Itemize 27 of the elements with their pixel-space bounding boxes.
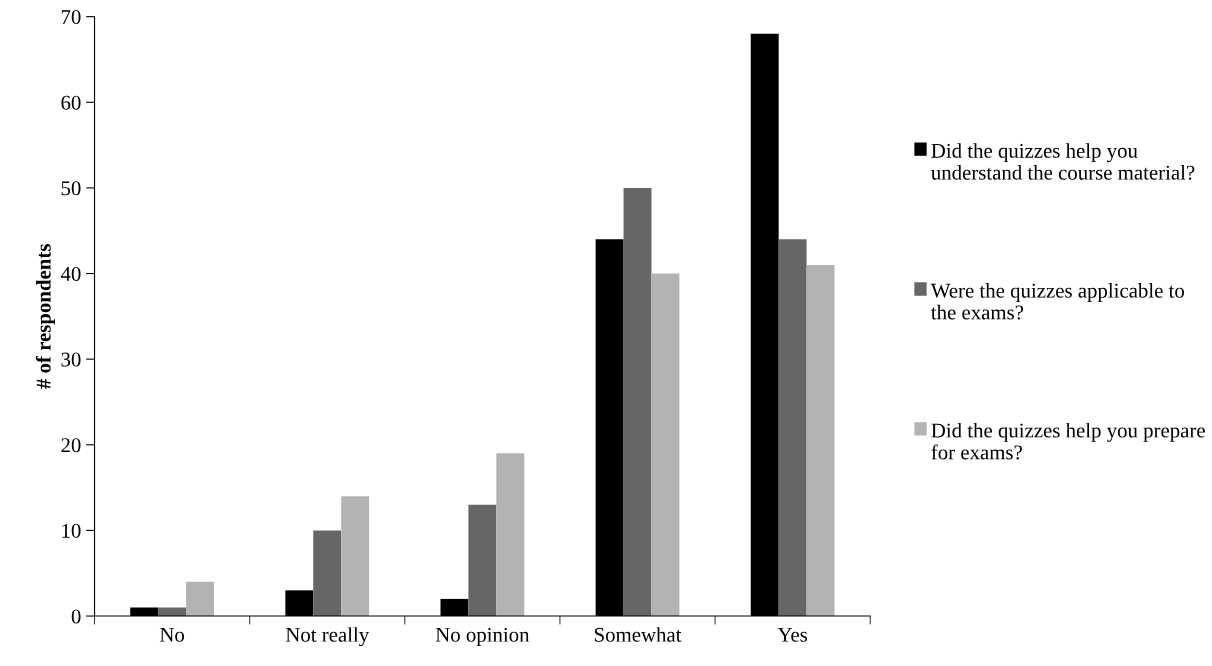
x-tick-label: Somewhat <box>594 627 682 642</box>
legend-label: Did the quizzes help you prepare for exams? <box>931 422 1205 460</box>
y-axis-title: # of respondents <box>35 244 55 389</box>
bar <box>496 453 525 617</box>
bar <box>158 607 187 617</box>
bar <box>341 496 370 617</box>
y-tick-label: 60 <box>61 95 81 110</box>
y-tick-label: 50 <box>61 181 81 196</box>
y-tick-label: 40 <box>60 266 81 281</box>
y-tick-label: 0 <box>71 609 81 624</box>
y-tick-label: 10 <box>62 523 81 538</box>
x-tick-label: Not really <box>285 627 370 647</box>
y-tick-label: 20 <box>61 438 81 453</box>
x-tick-label: No opinion <box>435 627 530 647</box>
y-tick-label: 70 <box>61 10 81 25</box>
bar <box>623 187 652 617</box>
legend-label: Were the quizzes applicable to the exams? <box>930 283 1185 320</box>
legend-label: Did the quizzes help you understand the course material? <box>931 143 1195 180</box>
bar <box>186 581 214 617</box>
bar <box>313 530 342 617</box>
bar <box>651 273 680 617</box>
bar <box>778 239 807 617</box>
bar <box>806 264 835 617</box>
y-tick-label: 30 <box>61 352 81 367</box>
x-tick-label: No <box>159 627 185 642</box>
x-tick-label: Yes <box>777 627 808 642</box>
bar <box>468 504 497 617</box>
